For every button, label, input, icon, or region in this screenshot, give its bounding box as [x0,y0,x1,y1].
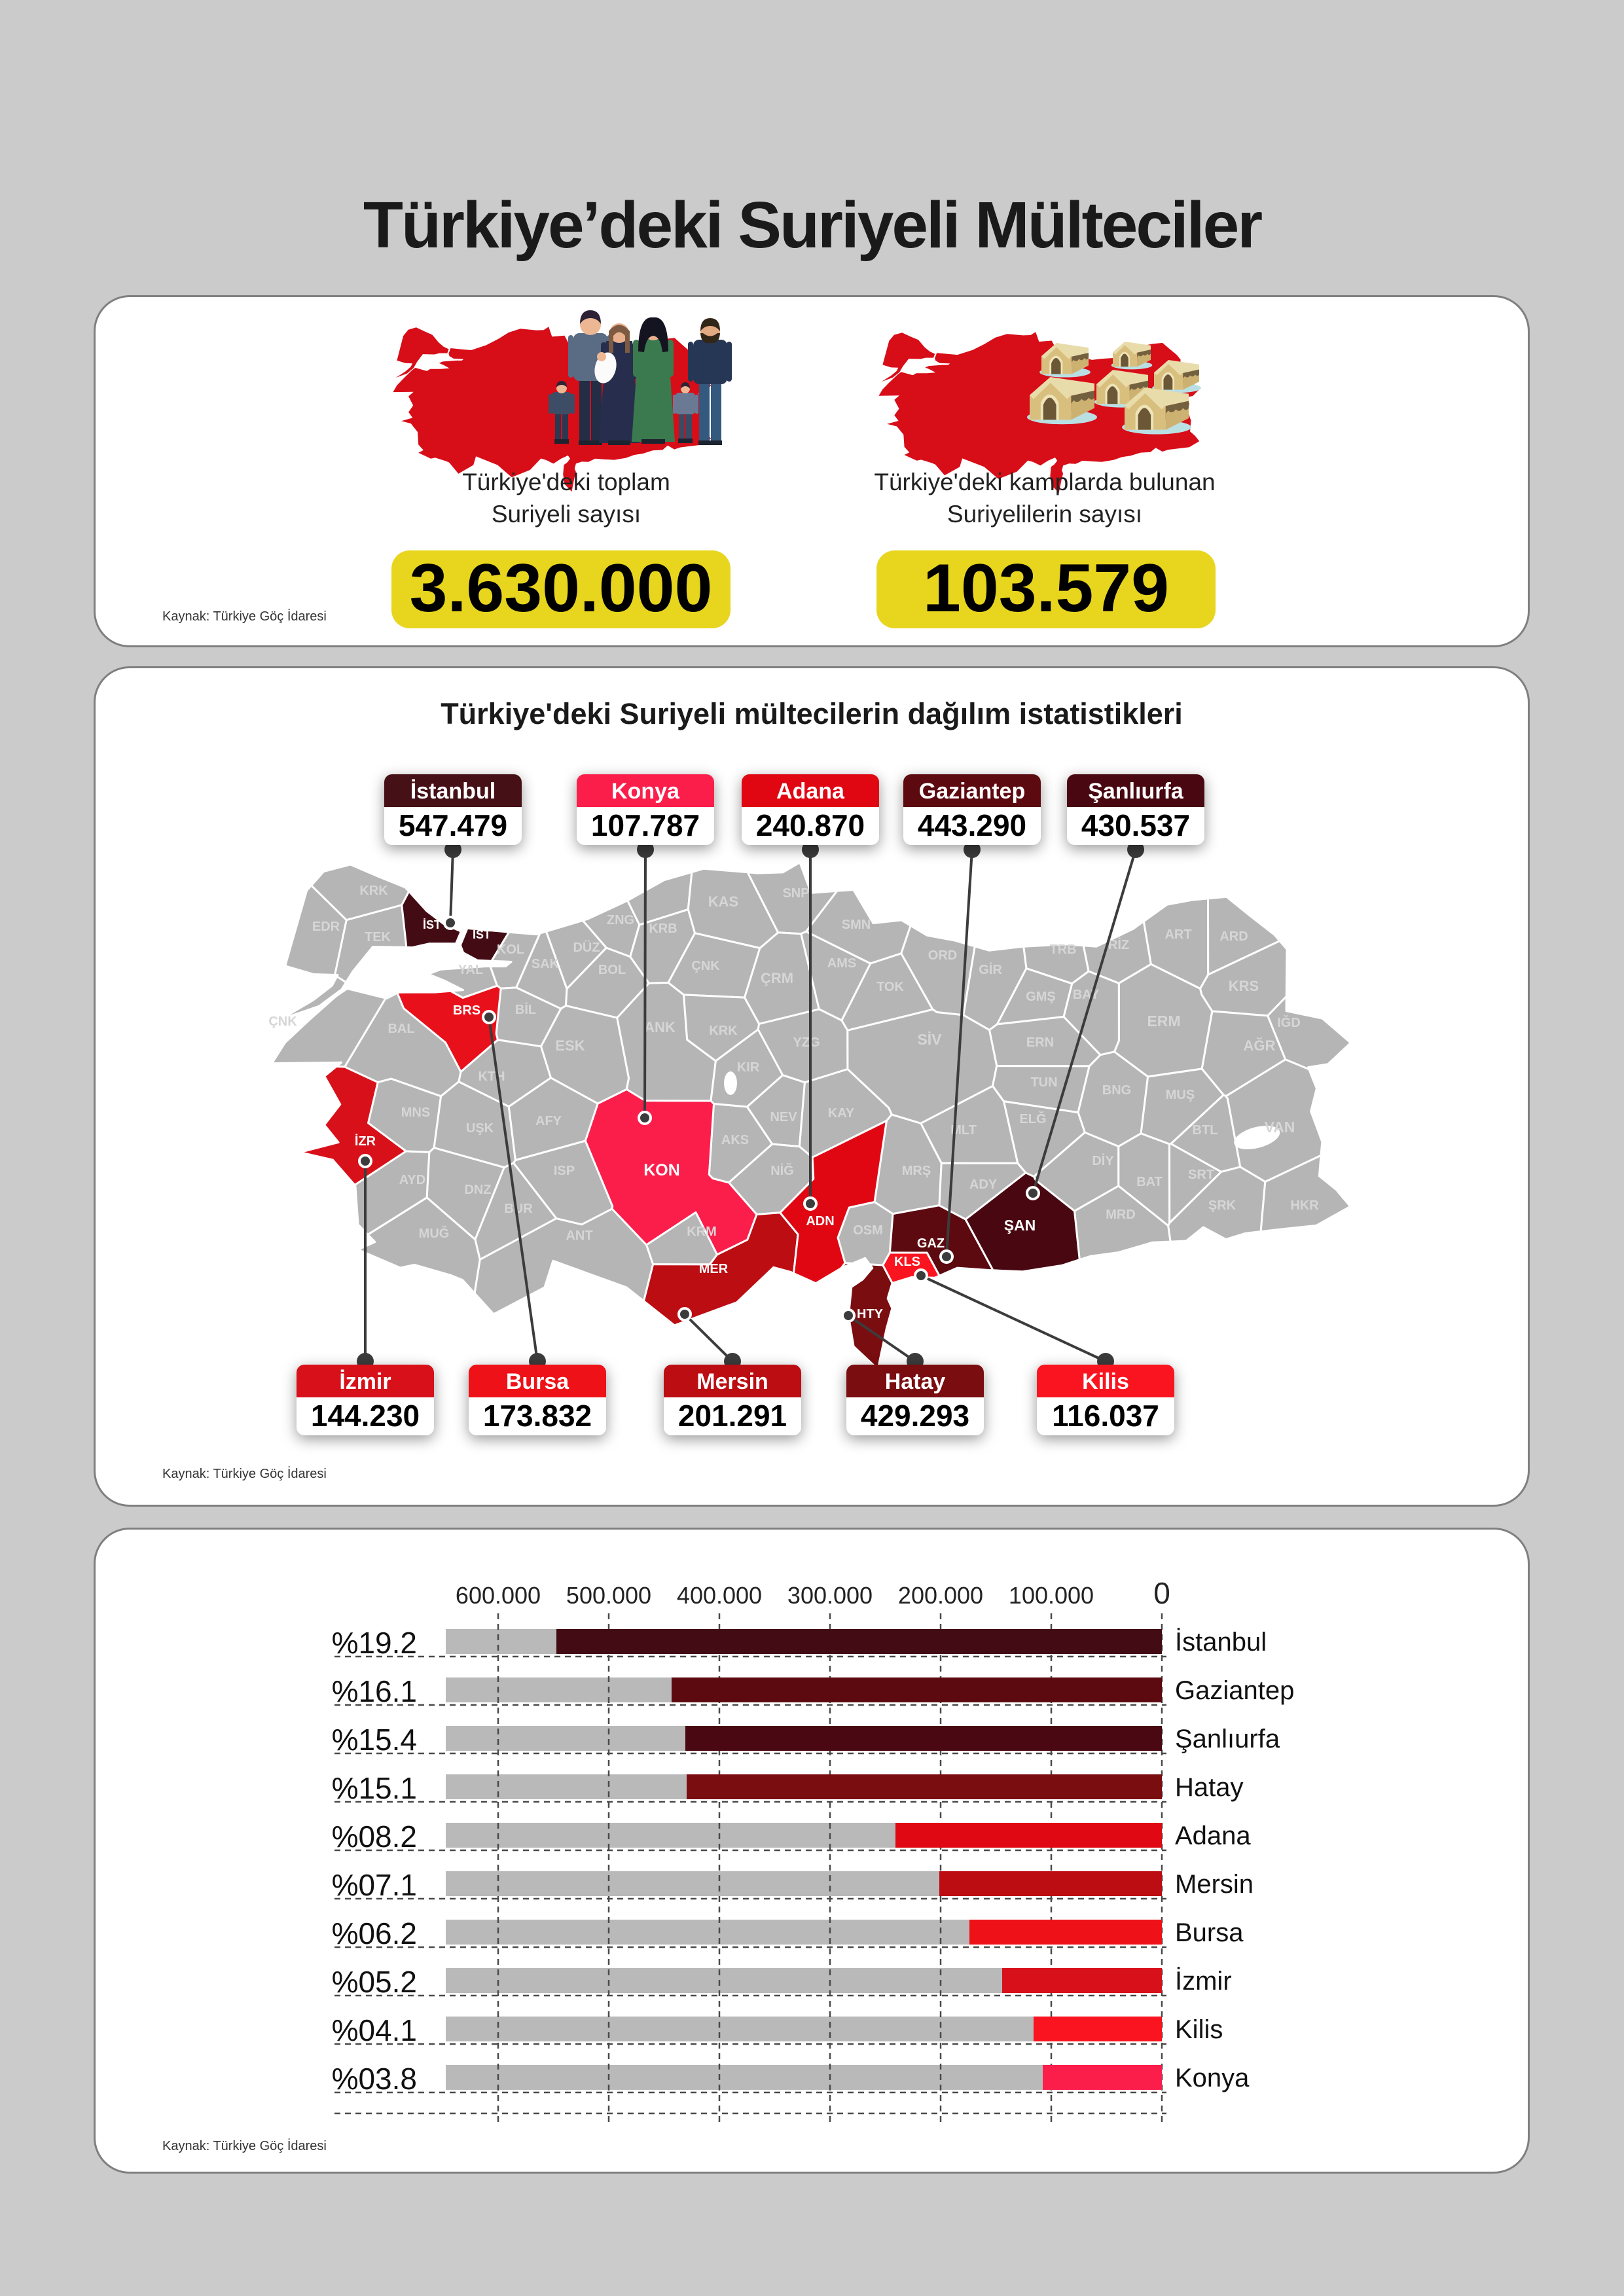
svg-text:BAY: BAY [1073,988,1100,1002]
svg-text:KLS: KLS [894,1255,920,1269]
svg-text:KON: KON [643,1161,680,1179]
svg-text:KRS: KRS [1229,978,1259,994]
svg-text:AYD: AYD [399,1173,425,1187]
svg-text:ÇNK: ÇNK [691,959,720,973]
svg-text:ANK: ANK [644,1019,676,1035]
svg-text:SNP: SNP [782,886,809,901]
svg-text:TOK: TOK [876,980,904,994]
svg-text:ADN: ADN [806,1214,834,1229]
svg-text:NEV: NEV [770,1110,797,1124]
svg-text:AMS: AMS [827,956,856,971]
svg-text:SMN: SMN [842,918,871,932]
svg-text:MRŞ: MRŞ [902,1164,931,1178]
svg-text:DÜZ: DÜZ [573,940,600,955]
svg-text:ADY: ADY [969,1177,998,1192]
svg-text:ERN: ERN [1026,1035,1054,1050]
svg-text:AKS: AKS [721,1133,749,1147]
svg-text:DİY: DİY [1092,1153,1114,1168]
svg-text:BNG: BNG [1102,1083,1131,1098]
svg-text:MER: MER [699,1262,729,1276]
svg-text:TEK: TEK [365,930,391,944]
svg-text:KIR: KIR [737,1060,760,1075]
svg-text:ŞRK: ŞRK [1208,1198,1236,1213]
svg-text:VAN: VAN [1265,1119,1295,1136]
svg-text:KTH: KTH [478,1069,505,1084]
svg-text:GMŞ: GMŞ [1026,990,1056,1004]
svg-text:UŞK: UŞK [466,1121,494,1136]
svg-text:TRB: TRB [1049,942,1076,957]
svg-text:BAT: BAT [1136,1175,1163,1189]
svg-text:ISP: ISP [554,1164,575,1178]
svg-text:EDR: EDR [312,920,340,934]
svg-text:KAS: KAS [708,893,738,910]
svg-text:YZG: YZG [793,1035,820,1050]
svg-text:BAL: BAL [388,1022,414,1036]
svg-text:BUR: BUR [504,1202,533,1216]
svg-text:OSM: OSM [853,1223,883,1238]
svg-text:KRK: KRK [709,1024,738,1038]
svg-text:ART: ART [1164,927,1191,942]
svg-text:ERM: ERM [1147,1013,1180,1030]
svg-text:MNS: MNS [401,1105,430,1120]
svg-text:KRM: KRM [687,1225,717,1239]
svg-text:DNZ: DNZ [464,1183,491,1197]
svg-text:TUN: TUN [1030,1075,1057,1090]
svg-text:SRT: SRT [1188,1168,1214,1182]
svg-text:MRD: MRD [1106,1208,1136,1222]
svg-text:SAK: SAK [532,957,560,971]
svg-text:ANT: ANT [566,1229,592,1243]
svg-text:KRK: KRK [359,884,388,898]
svg-text:GAZ: GAZ [917,1236,945,1251]
svg-text:GİR: GİR [979,962,1002,977]
svg-text:KAY: KAY [828,1106,855,1121]
svg-text:KOL: KOL [497,942,524,957]
svg-text:BİL: BİL [515,1002,536,1017]
svg-text:KRB: KRB [649,922,677,936]
svg-text:NİĞ: NİĞ [770,1162,794,1178]
svg-text:ELĞ: ELĞ [1019,1111,1046,1126]
svg-text:IĞD: IĞD [1277,1014,1301,1030]
svg-text:MLT: MLT [950,1123,977,1138]
svg-text:RİZ: RİZ [1108,937,1129,952]
svg-text:İZR: İZR [355,1134,376,1149]
svg-text:MUĞ: MUĞ [419,1225,450,1241]
svg-text:ARD: ARD [1219,929,1248,944]
svg-text:HKR: HKR [1290,1198,1319,1213]
svg-text:SİV: SİV [917,1031,942,1048]
svg-text:AFY: AFY [535,1114,562,1128]
svg-text:BTL: BTL [1193,1123,1218,1138]
svg-text:ÇNK: ÇNK [268,1014,297,1029]
svg-text:YAL: YAL [458,963,483,977]
svg-text:İST: İST [423,918,441,931]
svg-text:ZNG: ZNG [607,913,634,927]
svg-text:MUŞ: MUŞ [1166,1088,1195,1102]
svg-text:BOL: BOL [598,963,626,977]
svg-text:ÇRM: ÇRM [761,970,793,986]
svg-text:ŞAN: ŞAN [1004,1217,1036,1234]
svg-text:İST: İST [473,928,491,941]
svg-text:AĞR: AĞR [1244,1037,1276,1054]
svg-text:ORD: ORD [928,948,957,963]
svg-text:ESK: ESK [555,1037,585,1054]
svg-text:BRS: BRS [453,1003,480,1018]
svg-text:HTY: HTY [857,1307,884,1321]
